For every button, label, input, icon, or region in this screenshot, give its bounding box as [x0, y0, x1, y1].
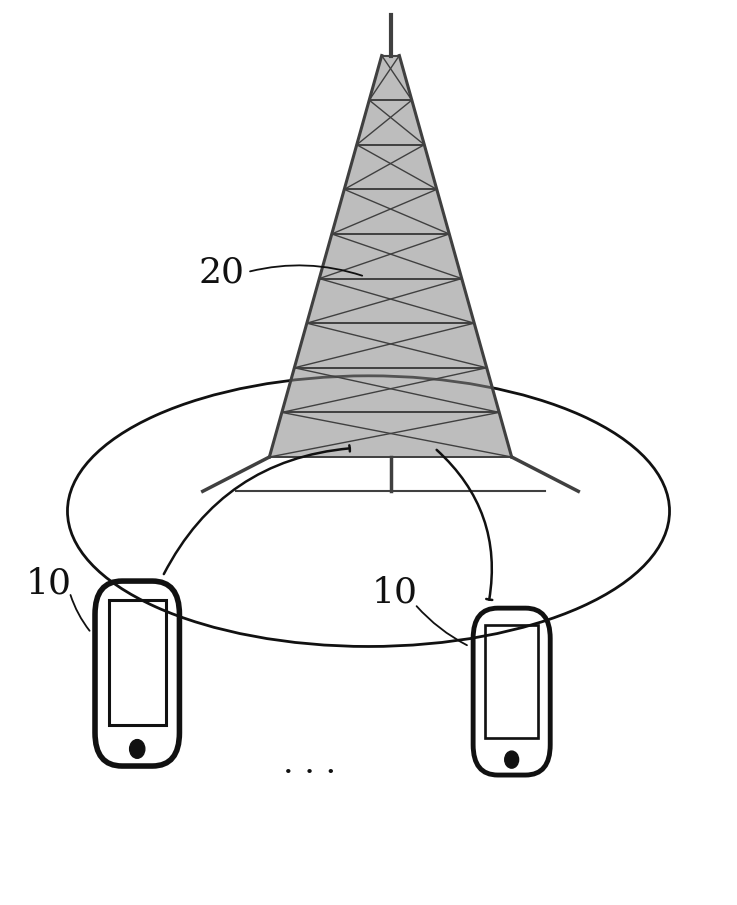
- Text: . . .: . . .: [283, 748, 336, 780]
- Circle shape: [130, 739, 144, 758]
- Bar: [108, 599, 166, 725]
- Polygon shape: [270, 55, 511, 457]
- Text: 10: 10: [26, 567, 72, 600]
- Text: 10: 10: [371, 576, 417, 609]
- Circle shape: [505, 751, 519, 768]
- Bar: [486, 624, 538, 738]
- Text: 20: 20: [199, 255, 245, 289]
